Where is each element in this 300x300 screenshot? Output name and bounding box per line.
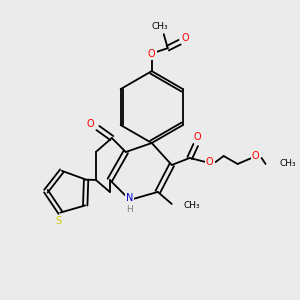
Text: S: S xyxy=(55,216,61,226)
Text: O: O xyxy=(182,33,190,43)
Text: H: H xyxy=(126,206,133,214)
Text: CH₃: CH₃ xyxy=(280,160,296,169)
Text: O: O xyxy=(252,151,260,161)
Text: O: O xyxy=(206,157,214,167)
Text: CH₃: CH₃ xyxy=(184,201,200,210)
Text: O: O xyxy=(194,132,202,142)
Text: O: O xyxy=(86,119,94,129)
Text: O: O xyxy=(148,49,156,59)
Text: N: N xyxy=(126,193,134,203)
Text: CH₃: CH₃ xyxy=(152,22,168,31)
